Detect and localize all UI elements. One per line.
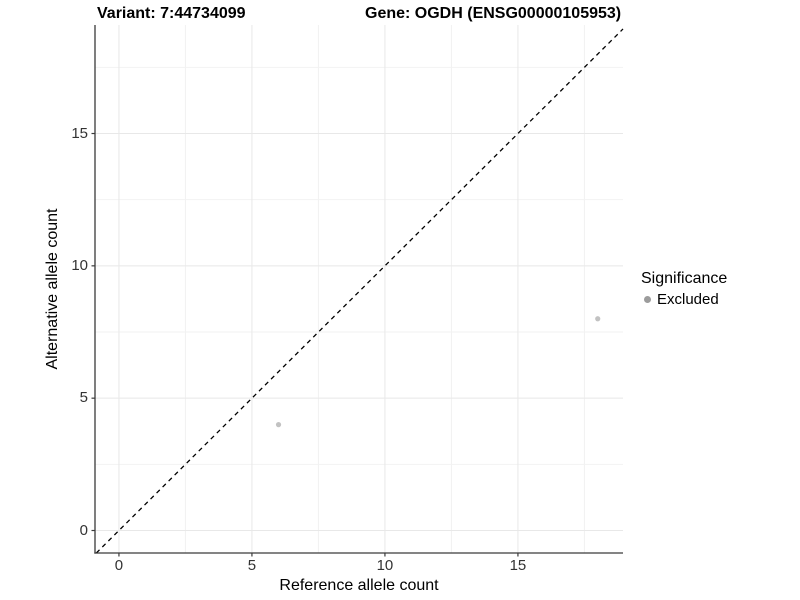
y-axis-title: Alternative allele count bbox=[44, 208, 61, 370]
plot-title-variant: Variant: 7:44734099 bbox=[97, 5, 246, 22]
legend: Significance Excluded bbox=[641, 269, 727, 308]
y-tick-label: 15 bbox=[71, 124, 88, 142]
legend-dot-icon bbox=[644, 296, 651, 303]
x-tick-label: 15 bbox=[509, 557, 527, 574]
legend-entry-label: Excluded bbox=[657, 291, 719, 308]
y-tick-label: 5 bbox=[79, 389, 88, 407]
plot-title-gene: Gene: OGDH (ENSG00000105953) bbox=[365, 5, 622, 22]
identity-dashed-line bbox=[95, 28, 624, 554]
data-point bbox=[275, 422, 282, 428]
legend-entries: Excluded bbox=[641, 291, 727, 308]
x-axis-title: Reference allele count bbox=[279, 577, 439, 594]
y-tick-label: 10 bbox=[71, 256, 88, 274]
x-tick-label: 10 bbox=[376, 557, 394, 574]
x-tick-label: 0 bbox=[114, 557, 124, 574]
y-tick-label: 0 bbox=[79, 521, 88, 539]
x-tick-label: 5 bbox=[247, 557, 257, 574]
legend-title: Significance bbox=[641, 270, 728, 287]
legend-point-icon bbox=[641, 293, 654, 306]
data-point bbox=[595, 316, 601, 322]
legend-entry: Excluded bbox=[641, 291, 727, 308]
